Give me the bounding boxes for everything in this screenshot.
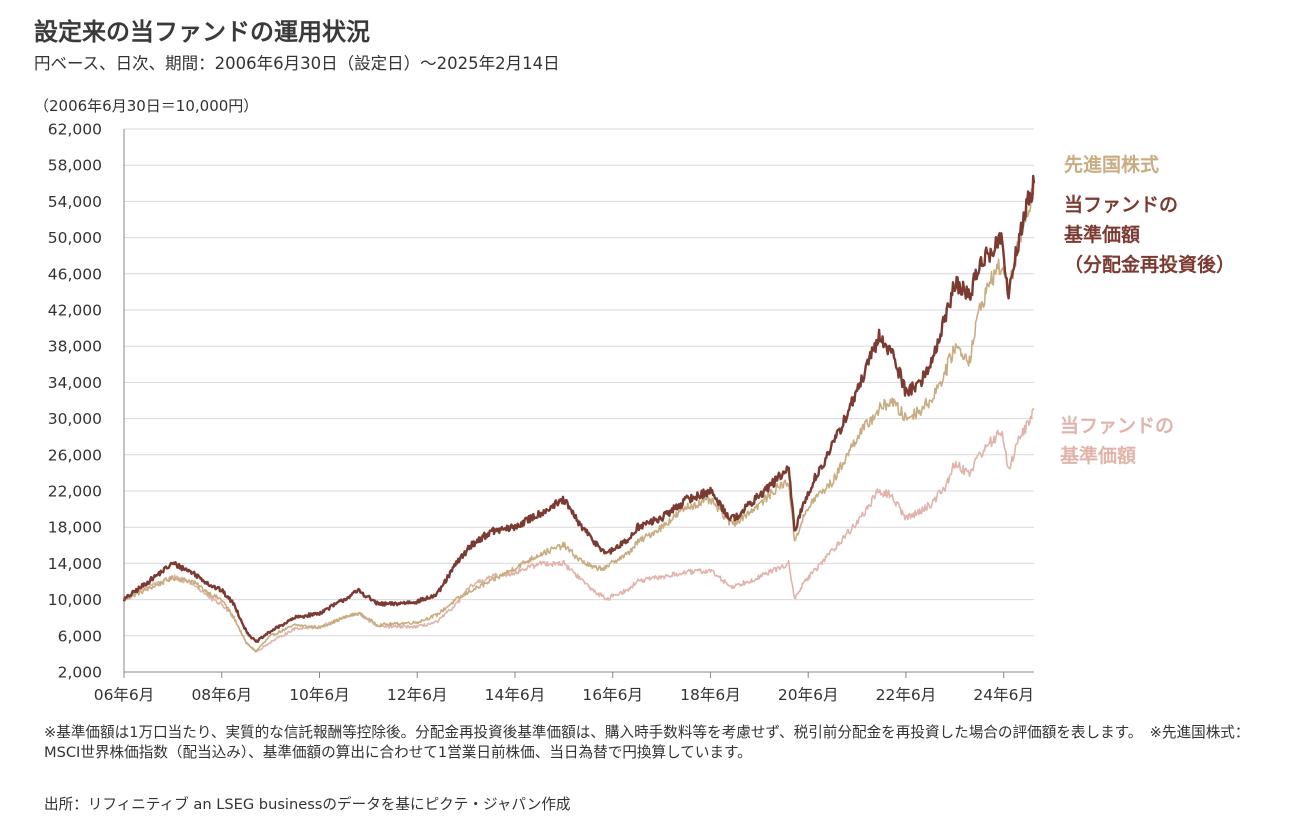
- series-lines: [122, 174, 1036, 653]
- legend-fund-line1: 当ファンドの: [1060, 415, 1175, 437]
- y-tick-label: 42,000: [48, 302, 102, 320]
- gridlines: [123, 128, 1034, 673]
- series-line-msci: [123, 183, 1035, 652]
- x-axis: 06年6月 08年6月 10年6月 12年6月 14年6月 16年6月 18年6月 20年6月…: [94, 672, 1034, 704]
- y-tick-label: 58,000: [48, 157, 102, 175]
- x-tick-label: 16年6月: [582, 686, 643, 704]
- x-tick-label: 10年6月: [289, 686, 350, 704]
- y-tick-label: 30,000: [48, 410, 102, 428]
- x-tick-label: 12年6月: [387, 686, 448, 704]
- y-tick-label: 14,000: [48, 555, 102, 573]
- legend-fund-line2: 基準価額: [1060, 445, 1137, 467]
- y-axis-base-note: （2006年6月30日＝10,000円）: [34, 97, 258, 115]
- legend-fund-nav: 当ファンドの 基準価額: [1060, 411, 1174, 471]
- x-tick-label: 24年6月: [973, 686, 1034, 704]
- x-tick-label: 22年6月: [876, 686, 937, 704]
- footnote-text: ※基準価額は1万口当たり、実質的な信託報酬等控除後。分配金再投資後基準価額は、購…: [44, 724, 1250, 761]
- legend-msci: 先進国株式: [1064, 150, 1159, 180]
- chart-area: 62,000 58,000 54,000 50,000 46,000 42,000 38,0…: [34, 97, 1036, 704]
- y-tick-label: 54,000: [48, 193, 102, 211]
- y-tick-label: 38,000: [48, 338, 102, 356]
- x-tick-label: 18年6月: [680, 686, 741, 704]
- y-tick-label: 2,000: [58, 664, 102, 682]
- legend-reinvested-line1: 当ファンドの: [1064, 194, 1179, 216]
- y-tick-label: 62,000: [48, 121, 102, 139]
- y-tick-label: 6,000: [58, 627, 102, 645]
- line-chart: 62,000 58,000 54,000 50,000 46,000 42,000 38,0…: [34, 97, 1036, 704]
- y-tick-label: 18,000: [48, 519, 102, 537]
- x-tick-label: 20年6月: [778, 686, 839, 704]
- legend-msci-label: 先進国株式: [1064, 154, 1160, 176]
- series-line-fund-reinvested: [122, 174, 1036, 643]
- chart-title: 設定来の当ファンドの運用状況: [34, 18, 370, 46]
- y-tick-label: 26,000: [48, 446, 102, 464]
- x-tick-label: 14年6月: [485, 686, 546, 704]
- y-tick-label: 50,000: [48, 229, 102, 247]
- y-axis-tick-labels: 62,000 58,000 54,000 50,000 46,000 42,000 38,0…: [48, 121, 102, 682]
- y-tick-label: 22,000: [48, 483, 102, 501]
- legend-reinvested-line2: 基準価額: [1064, 224, 1141, 246]
- footnotes: ※基準価額は1万口当たり、実質的な信託報酬等控除後。分配金再投資後基準価額は、購…: [44, 723, 1274, 763]
- legend-reinvested-line3: （分配金再投資後）: [1064, 254, 1236, 276]
- series-line-fund-nav: [123, 408, 1035, 653]
- y-tick-label: 46,000: [48, 265, 102, 283]
- source-note: 出所：リフィニティブ an LSEG businessのデータを基にピクテ・ジャ…: [44, 796, 571, 813]
- y-tick-label: 34,000: [48, 374, 102, 392]
- chart-subtitle: 円ベース、日次、期間：2006年6月30日（設定日）～2025年2月14日: [34, 54, 560, 73]
- y-tick-label: 10,000: [48, 591, 102, 609]
- x-tick-label: 08年6月: [191, 686, 252, 704]
- legend-fund-reinvested: 当ファンドの 基準価額 （分配金再投資後）: [1064, 190, 1235, 280]
- x-tick-label: 06年6月: [94, 686, 155, 704]
